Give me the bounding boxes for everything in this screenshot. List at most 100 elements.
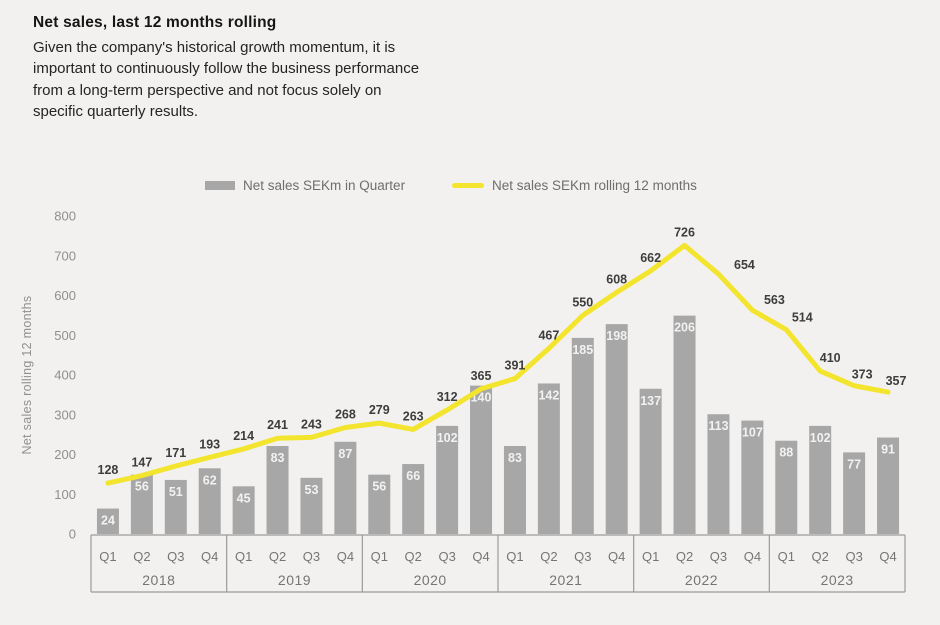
- quarter-label: Q1: [506, 549, 523, 564]
- line-point-label: 268: [335, 407, 356, 421]
- line-point-label: 312: [437, 390, 458, 404]
- year-label: 2023: [821, 572, 854, 588]
- year-label: 2018: [142, 572, 175, 588]
- quarter-label: Q1: [235, 549, 252, 564]
- quarter-label: Q1: [778, 549, 795, 564]
- line-point-label: 726: [674, 225, 695, 239]
- quarter-label: Q2: [540, 549, 557, 564]
- bar-value-label: 88: [779, 446, 793, 460]
- line-point-label: 263: [403, 409, 424, 423]
- line-point-label: 514: [792, 311, 813, 325]
- bar-value-label: 24: [101, 514, 115, 528]
- legend-label-rolling: Net sales SEKm rolling 12 months: [492, 178, 697, 193]
- line-point-label: 147: [131, 456, 152, 470]
- bar: [809, 425, 832, 534]
- bar: [334, 441, 357, 534]
- quarter-label: Q1: [642, 549, 659, 564]
- quarter-label: Q3: [438, 549, 455, 564]
- bar: [673, 315, 696, 534]
- year-label: 2019: [278, 572, 311, 588]
- quarter-label: Q2: [405, 549, 422, 564]
- quarter-label: Q3: [574, 549, 591, 564]
- line-point-label: 365: [471, 369, 492, 383]
- y-tick-label: 0: [69, 527, 76, 542]
- line-point-label: 193: [199, 437, 220, 451]
- bar: [266, 446, 289, 534]
- quarter-label: Q4: [472, 549, 489, 564]
- bar-value-label: 102: [437, 431, 458, 445]
- bar: [300, 477, 323, 534]
- bar: [232, 486, 255, 534]
- y-tick-label: 700: [54, 248, 76, 263]
- quarter-label: Q4: [608, 549, 625, 564]
- bar: [503, 446, 526, 534]
- bar: [571, 337, 594, 534]
- y-axis-title: Net sales rolling 12 months: [20, 296, 34, 455]
- bar-value-label: 113: [708, 419, 728, 433]
- bar: [775, 440, 798, 534]
- legend-item-quarter: Net sales SEKm in Quarter: [205, 178, 405, 193]
- bar-value-label: 102: [810, 431, 831, 445]
- quarter-label: Q4: [337, 549, 354, 564]
- bar-value-label: 137: [640, 394, 661, 408]
- bar: [877, 437, 900, 534]
- y-tick-label: 800: [54, 209, 76, 224]
- year-label: 2020: [414, 572, 447, 588]
- quarter-label: Q3: [303, 549, 320, 564]
- line-point-label: 279: [369, 403, 390, 417]
- bar: [436, 425, 459, 534]
- bar: [198, 468, 221, 534]
- bar-value-label: 198: [606, 329, 627, 343]
- legend-item-rolling: Net sales SEKm rolling 12 months: [452, 178, 697, 193]
- bar-value-label: 91: [881, 443, 895, 457]
- line-point-label: 243: [301, 417, 322, 431]
- year-label: 2022: [685, 572, 718, 588]
- quarter-label: Q2: [133, 549, 150, 564]
- line-point-label: 608: [606, 272, 627, 286]
- quarter-label: Q4: [201, 549, 218, 564]
- bar-value-label: 83: [271, 451, 285, 465]
- chart-header: Net sales, last 12 months rolling Given …: [33, 14, 443, 122]
- quarter-label: Q2: [812, 549, 829, 564]
- line-point-label: 550: [572, 295, 593, 309]
- bar-value-label: 62: [203, 473, 217, 487]
- y-tick-label: 200: [54, 447, 76, 462]
- line-series-swatch: [452, 183, 484, 188]
- y-tick-label: 100: [54, 487, 76, 502]
- y-tick-label: 500: [54, 328, 76, 343]
- bar: [164, 479, 187, 534]
- line-point-label: 662: [640, 251, 661, 265]
- bar: [96, 508, 119, 534]
- rolling-line: [105, 242, 891, 486]
- quarter-label: Q3: [845, 549, 862, 564]
- quarter-label: Q1: [371, 549, 388, 564]
- bar: [402, 464, 425, 534]
- line-point-label: 391: [505, 359, 526, 373]
- bar-value-label: 66: [406, 469, 420, 483]
- bar: [605, 324, 628, 534]
- line-point-label: 563: [764, 293, 785, 307]
- bar-value-label: 45: [237, 491, 251, 505]
- bar: [639, 388, 662, 534]
- bar: [470, 385, 493, 534]
- legend-label-quarter: Net sales SEKm in Quarter: [243, 178, 406, 193]
- line-point-label: 654: [734, 258, 755, 272]
- bar-value-label: 87: [338, 447, 352, 461]
- bar-value-label: 53: [305, 483, 319, 497]
- bar: [741, 420, 764, 534]
- quarter-label: Q3: [710, 549, 727, 564]
- line-point-label: 214: [233, 429, 254, 443]
- bar: [843, 452, 866, 534]
- bar-value-label: 142: [538, 388, 559, 402]
- quarter-label: Q3: [167, 549, 184, 564]
- line-point-label: 410: [820, 351, 841, 365]
- quarter-label: Q4: [744, 549, 761, 564]
- line-point-label: 171: [165, 446, 186, 460]
- chart-description: Given the company's historical growth mo…: [33, 39, 420, 120]
- bar-series-swatch: [205, 181, 235, 190]
- bar: [368, 474, 391, 534]
- quarter-label: Q1: [99, 549, 116, 564]
- year-label: 2021: [549, 572, 582, 588]
- line-point-label: 128: [98, 463, 119, 477]
